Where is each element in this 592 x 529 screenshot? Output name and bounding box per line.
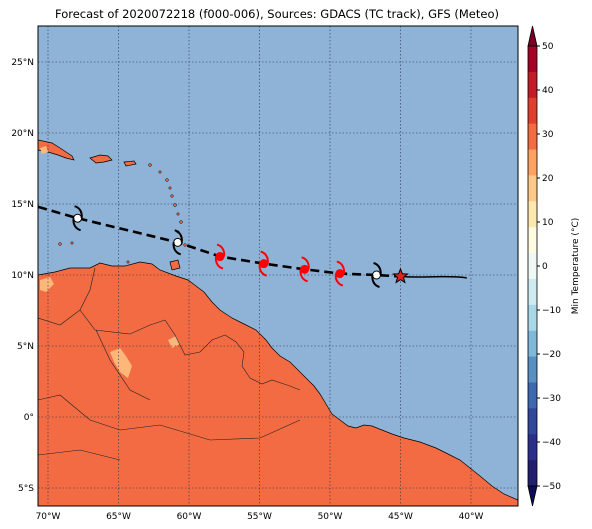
colorbar-swatch [528, 304, 537, 332]
latitude-tick-label: 0° [24, 413, 34, 423]
map-area [38, 26, 518, 506]
colorbar-tick-label: 20 [542, 174, 554, 184]
hurricane-white-icon [172, 229, 183, 256]
colorbar-swatch [528, 278, 537, 306]
hispaniola-land [89, 154, 113, 164]
colorbar-tick-label: 0 [542, 262, 548, 272]
warm-patch [110, 348, 132, 378]
puerto-rico-land [123, 160, 137, 167]
hurricane-red-icon [299, 256, 310, 283]
longitude-tick-label: 50°W [318, 512, 343, 522]
warm-patch [40, 146, 48, 154]
colorbar-swatch [528, 97, 537, 125]
map-title: Forecast of 2020072218 (f000-006), Sourc… [55, 7, 499, 21]
colorbar-swatch [528, 149, 537, 176]
colorbar-tick-label: −40 [542, 438, 561, 448]
colorbar-swatch [528, 123, 537, 150]
colorbar-swatch [528, 330, 537, 357]
longitude-tick-label: 40°W [459, 512, 484, 522]
longitude-tick-label: 70°W [36, 512, 61, 522]
colorbar-tick-label: −50 [542, 482, 561, 492]
colorbar-tick-label: −20 [542, 350, 561, 360]
colorbar-swatch [528, 434, 537, 461]
hurricane-red-icon [334, 260, 346, 287]
gridlines [38, 26, 518, 506]
colorbar-label: Min Temperature (°C) [571, 218, 581, 315]
colorbar-ticks: 50 40 30 20 10 0 −10 −20 −30 −40 −50 [537, 42, 561, 492]
track-symbols [72, 205, 409, 288]
colorbar-extend-max [527, 25, 538, 47]
colorbar-swatch [528, 253, 537, 280]
latitude-tick-label: 20°N [11, 129, 34, 139]
longitude-tick-label: 65°W [106, 512, 131, 522]
latitude-tick-label: 5°N [17, 342, 34, 352]
colorbar-tick-label: −30 [542, 394, 561, 404]
latitude-ticks: 25°N 20°N 15°N 10°N 5°N 0° 5°S [11, 58, 34, 494]
latitude-tick-label: 25°N [11, 58, 34, 68]
colorbar-swatches [527, 25, 538, 507]
warm-patch [40, 277, 54, 292]
colorbar-swatch [528, 408, 537, 435]
colorbar-swatch [528, 227, 537, 254]
colorbar-swatch [528, 175, 537, 202]
latitude-tick-label: 15°N [11, 200, 34, 210]
trinidad-land [169, 259, 181, 271]
colorbar-tick-label: −10 [542, 306, 561, 316]
colorbar-tick-label: 40 [542, 86, 554, 96]
hurricane-red-icon [258, 250, 269, 277]
latitude-tick-label: 5°S [18, 484, 34, 494]
longitude-tick-label: 45°W [388, 512, 413, 522]
longitude-tick-label: 55°W [247, 512, 272, 522]
colorbar-swatch [528, 382, 537, 409]
track-forecast-line [400, 275, 467, 279]
country-borders [38, 267, 301, 461]
latitude-tick-label: 10°N [11, 271, 34, 281]
colorbar-swatch [528, 356, 537, 383]
colorbar-swatch [528, 46, 537, 73]
hurricane-red-icon [214, 243, 226, 270]
colorbar-tick-label: 30 [542, 130, 554, 140]
hurricane-white-icon [72, 205, 83, 232]
colorbar-swatch [528, 460, 537, 487]
map-frame [37, 25, 519, 507]
current-position-star-icon [392, 267, 409, 284]
hurricane-white-icon [371, 262, 382, 288]
longitude-tick-label: 60°W [177, 512, 202, 522]
colorbar-tick-label: 10 [542, 218, 554, 228]
longitude-ticks: 70°W 65°W 60°W 55°W 50°W 45°W 40°W [36, 512, 484, 522]
colorbar-swatch [528, 71, 537, 99]
colorbar: 50 40 30 20 10 0 −10 −20 −30 −40 −50 Min Temperatu… [527, 25, 581, 507]
colorbar-extend-min [527, 485, 538, 507]
south-america-land [38, 261, 518, 506]
colorbar-tick-label: 50 [542, 42, 554, 52]
colorbar-swatch [528, 201, 537, 228]
